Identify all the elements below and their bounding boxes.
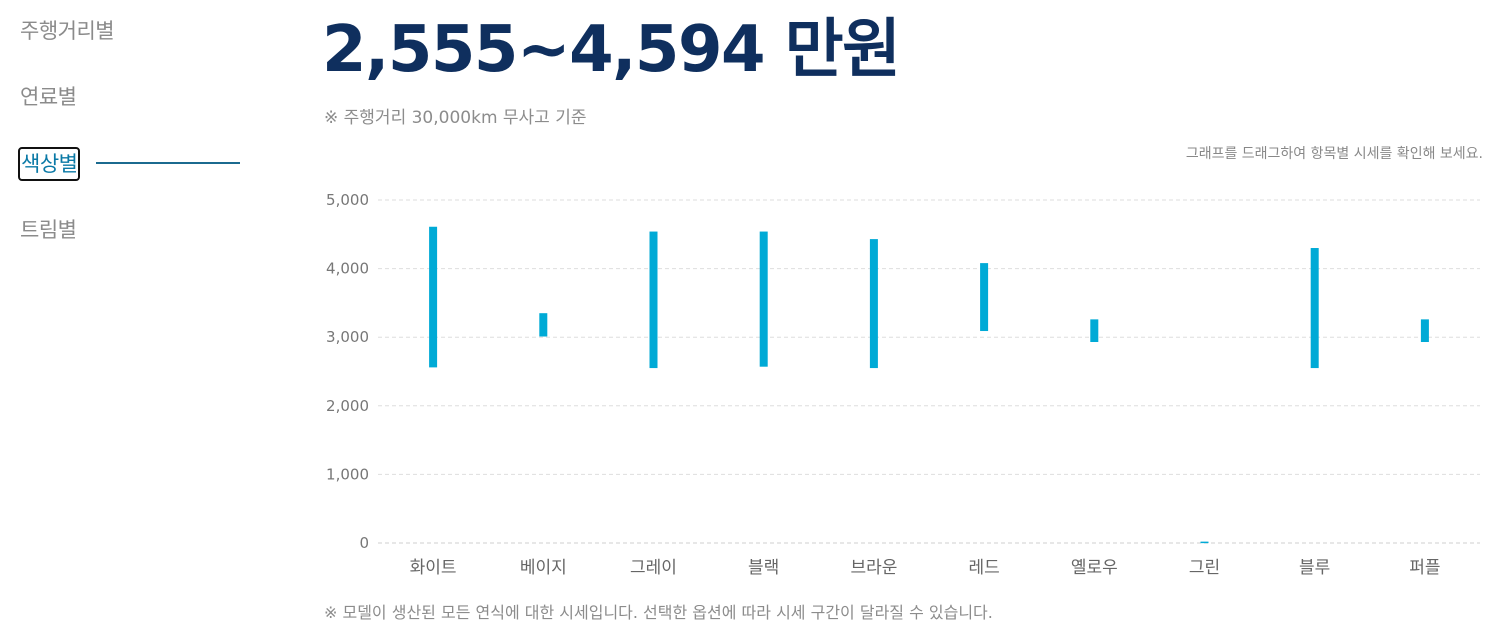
bar-4[interactable] [869,239,878,369]
drag-hint: 그래프를 드래그하여 항목별 시세를 확인해 보세요. [1185,146,1483,162]
bar-0[interactable] [429,226,438,368]
disclaimer-note: ※ 모델이 생산된 모든 연식에 대한 시세입니다. 선택한 옵션에 따라 시세… [324,603,993,622]
y-tick-label: 3,000 [326,328,369,346]
y-tick-label: 5,000 [326,191,369,209]
y-tick-label: 1,000 [326,465,369,483]
y-tick-label: 2,000 [326,397,369,415]
bar-2[interactable] [649,231,658,369]
x-category-label: 블루 [1299,558,1330,578]
tab-by-trim[interactable]: 트림별 [20,218,77,242]
bar-8[interactable] [1310,248,1319,369]
x-category-label: 레드 [968,558,999,578]
x-category-label: 옐로우 [1071,558,1118,578]
bar-6[interactable] [1090,319,1099,343]
tab-by-fuel[interactable]: 연료별 [20,85,77,109]
bar-7[interactable] [1200,541,1209,544]
active-tab-indicator [96,162,240,164]
x-category-label: 블랙 [748,558,779,578]
basis-note: ※ 주행거리 30,000km 무사고 기준 [324,108,587,128]
y-tick-label: 0 [359,534,369,552]
x-category-label: 베이지 [520,558,567,578]
x-category-label: 그레이 [630,558,677,578]
x-category-label: 그린 [1189,558,1220,578]
x-category-label: 화이트 [410,558,457,578]
bar-9[interactable] [1420,319,1429,343]
bar-3[interactable] [759,231,768,367]
tab-by-mileage[interactable]: 주행거리별 [20,19,115,43]
x-category-label: 브라운 [850,558,897,578]
bar-1[interactable] [539,313,548,337]
x-category-label: 퍼플 [1409,558,1440,578]
tab-by-color[interactable]: 색상별 [18,147,81,181]
bar-5[interactable] [980,263,989,332]
price-range-headline: 2,555~4,594 만원 [322,13,901,87]
price-range-chart[interactable]: 0 1,000 2,000 3,000 4,000 5,000 화이트 베이지 그레이 블랙 브라운… [0,0,1503,600]
y-tick-label: 4,000 [326,260,369,278]
